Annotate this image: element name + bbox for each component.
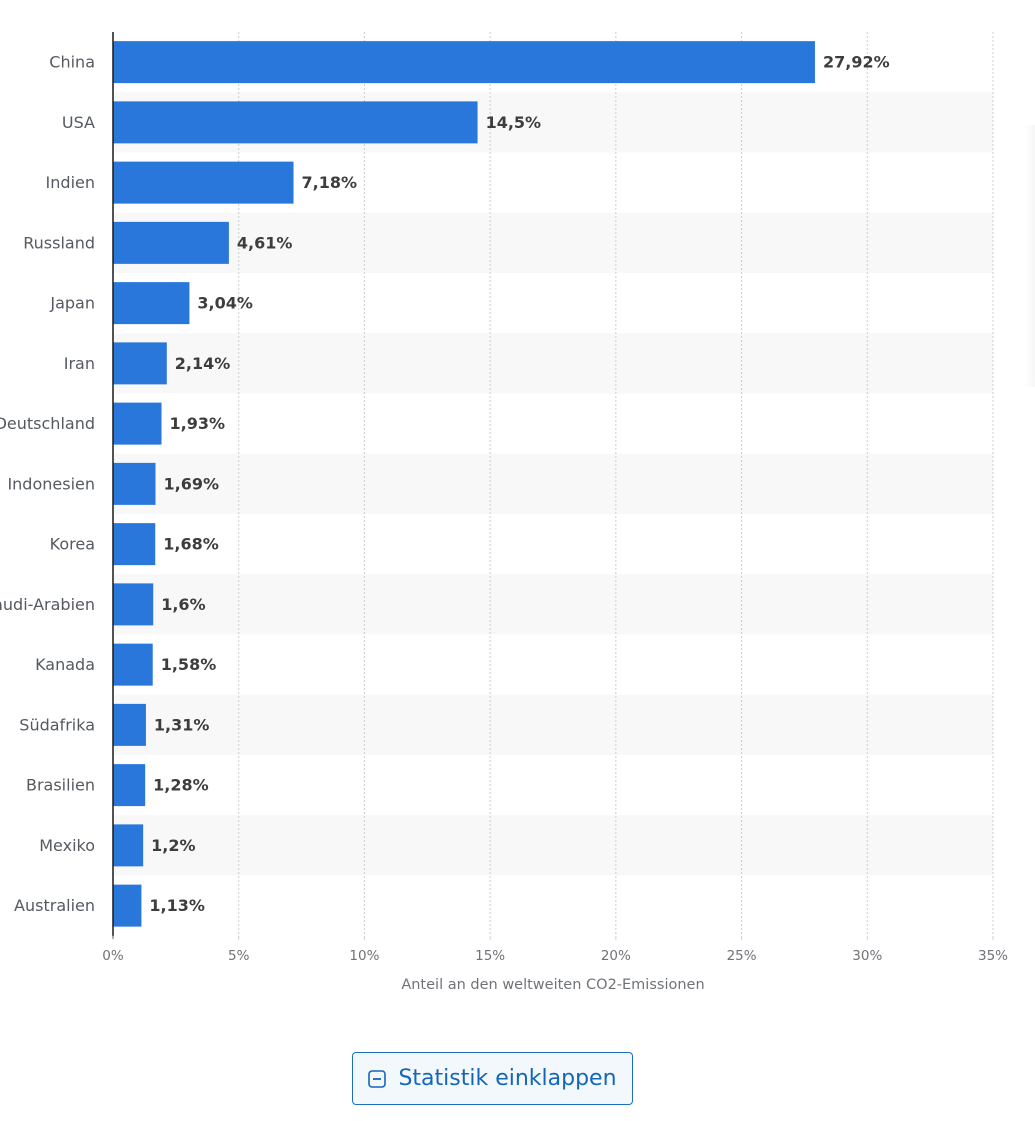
bar[interactable] [113,884,142,927]
bar[interactable] [113,703,146,746]
x-tick-label: 15% [475,948,505,964]
x-tick-label: 20% [601,948,631,964]
value-label: 1,13% [149,896,205,915]
x-tick-label: 0% [102,948,124,964]
bar[interactable] [113,402,162,445]
row-bands [113,92,993,876]
row-band [113,815,993,876]
bar[interactable] [113,583,154,626]
category-label: China [49,53,95,72]
value-labels: 27,92% 14,5% 7,18% 4,61% 3,04% 2,14% 1,93% 1,69… [149,53,889,916]
category-label: Indien [46,173,95,192]
minus-square-icon [368,1069,387,1088]
category-label: Iran [64,354,95,373]
gridlines [238,32,994,936]
category-label: Australien [14,896,95,915]
category-label: Indonesien [7,474,95,493]
category-label: Saudi-Arabien [0,595,95,614]
category-label: Kanada [35,655,95,674]
value-label: 2,14% [175,354,231,373]
row-band [113,212,993,273]
value-label: 4,61% [237,233,293,252]
value-label: 3,04% [197,294,253,313]
bar-chart: China USA Indien Russland Japan Iran Deutschla… [0,32,1008,993]
value-label: 1,69% [163,474,219,493]
value-label: 1,28% [153,776,209,795]
x-tick-label: 30% [852,948,882,964]
bar[interactable] [113,101,478,144]
bar[interactable] [113,282,190,325]
value-label: 1,93% [170,414,226,433]
bar[interactable] [113,643,153,686]
x-axis-title: Anteil an den weltweiten CO2-Emissionen [401,977,704,993]
value-label: 14,5% [486,113,542,132]
x-tick-label: 25% [727,948,757,964]
bar[interactable] [113,161,294,204]
category-label: Deutschland [0,414,95,433]
category-label: Japan [49,294,95,313]
scroll-edge-shadow [1024,125,1035,387]
category-labels: China USA Indien Russland Japan Iran Deutschla… [0,53,95,916]
row-band [113,694,993,755]
value-label: 1,2% [151,836,195,855]
category-label: Brasilien [26,776,95,795]
bar[interactable] [113,523,156,566]
bar[interactable] [113,41,815,84]
collapse-statistic-button[interactable]: Statistik einklappen [352,1052,633,1105]
value-label: 27,92% [823,53,890,72]
x-tick-label: 35% [978,948,1008,964]
row-band [113,453,993,514]
value-label: 1,31% [154,715,210,734]
category-label: Korea [50,535,95,554]
row-band [113,574,993,635]
value-label: 1,6% [161,595,205,614]
bar[interactable] [113,342,167,385]
category-label: Mexiko [39,836,95,855]
value-label: 1,58% [161,655,217,674]
bars [113,41,815,927]
value-label: 1,68% [163,535,219,554]
category-label: Russland [23,233,95,252]
bar[interactable] [113,824,144,867]
collapse-button-label: Statistik einklappen [398,1066,617,1091]
x-tick-label: 5% [228,948,250,964]
category-label: USA [62,113,95,132]
bar[interactable] [113,221,229,264]
x-tick-label: 10% [349,948,379,964]
row-band [113,333,993,394]
value-label: 7,18% [302,173,358,192]
bar[interactable] [113,462,156,505]
bar[interactable] [113,764,146,807]
x-tick-labels: 0% 5% 10% 15% 20% 25% 30% 35% [102,935,1008,964]
category-label: Südafrika [19,715,95,734]
